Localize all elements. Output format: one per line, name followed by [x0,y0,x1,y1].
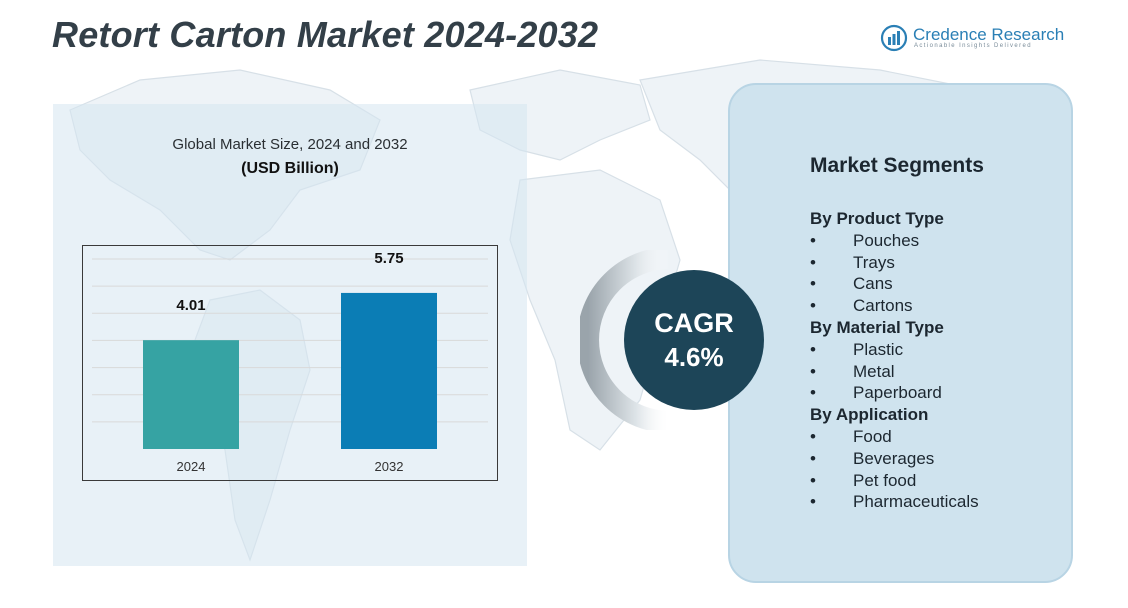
cagr-ring [580,250,671,430]
segment-group-title: By Application [810,405,929,425]
bar-chart-logo-icon [880,24,908,52]
segments-list: By Product TypePouchesTraysCansCartonsBy… [810,208,1060,513]
page-title: Retort Carton Market 2024-2032 [52,14,599,55]
segment-item: Food [810,426,1060,448]
logo-name: Credence Research [913,25,1065,44]
segment-item: Cans [810,273,1060,295]
segment-item: Plastic [810,339,1060,361]
segment-item: Pouches [810,230,1060,252]
bar-2024 [143,340,239,449]
segment-group-title: By Material Type [810,317,944,337]
market-size-bar-chart: 4.01 5.75 2024 2032 [82,245,498,481]
segment-item: Beverages [810,448,1060,470]
x-tick-label: 2024 [177,459,206,474]
chart-heading: Global Market Size, 2024 and 2032 [172,136,408,153]
segment-item: Cartons [810,295,1060,317]
segment-item: Pet food [810,470,1060,492]
logo-tagline: Actionable Insights Delivered [914,43,1032,49]
chart-unit: (USD Billion) [241,160,339,177]
segment-item: Pharmaceuticals [810,491,1060,513]
x-tick-label: 2032 [375,459,404,474]
cagr-value: 4.6% [664,342,724,372]
chart-frame [82,245,498,481]
cagr-badge: CAGR 4.6% [624,270,764,410]
bar-value-label: 5.75 [374,250,403,267]
credence-research-logo: Credence Research Actionable Insights De… [880,24,1070,54]
segment-item: Metal [810,361,1060,383]
cagr-label: CAGR [654,308,734,338]
bar-value-label: 4.01 [176,297,205,314]
segment-item: Paperboard [810,382,1060,404]
chart-panel [53,104,527,566]
segment-item: Trays [810,252,1060,274]
segments-title: Market Segments [810,154,984,177]
bar-2032 [341,292,437,449]
segment-group-title: By Product Type [810,209,944,228]
